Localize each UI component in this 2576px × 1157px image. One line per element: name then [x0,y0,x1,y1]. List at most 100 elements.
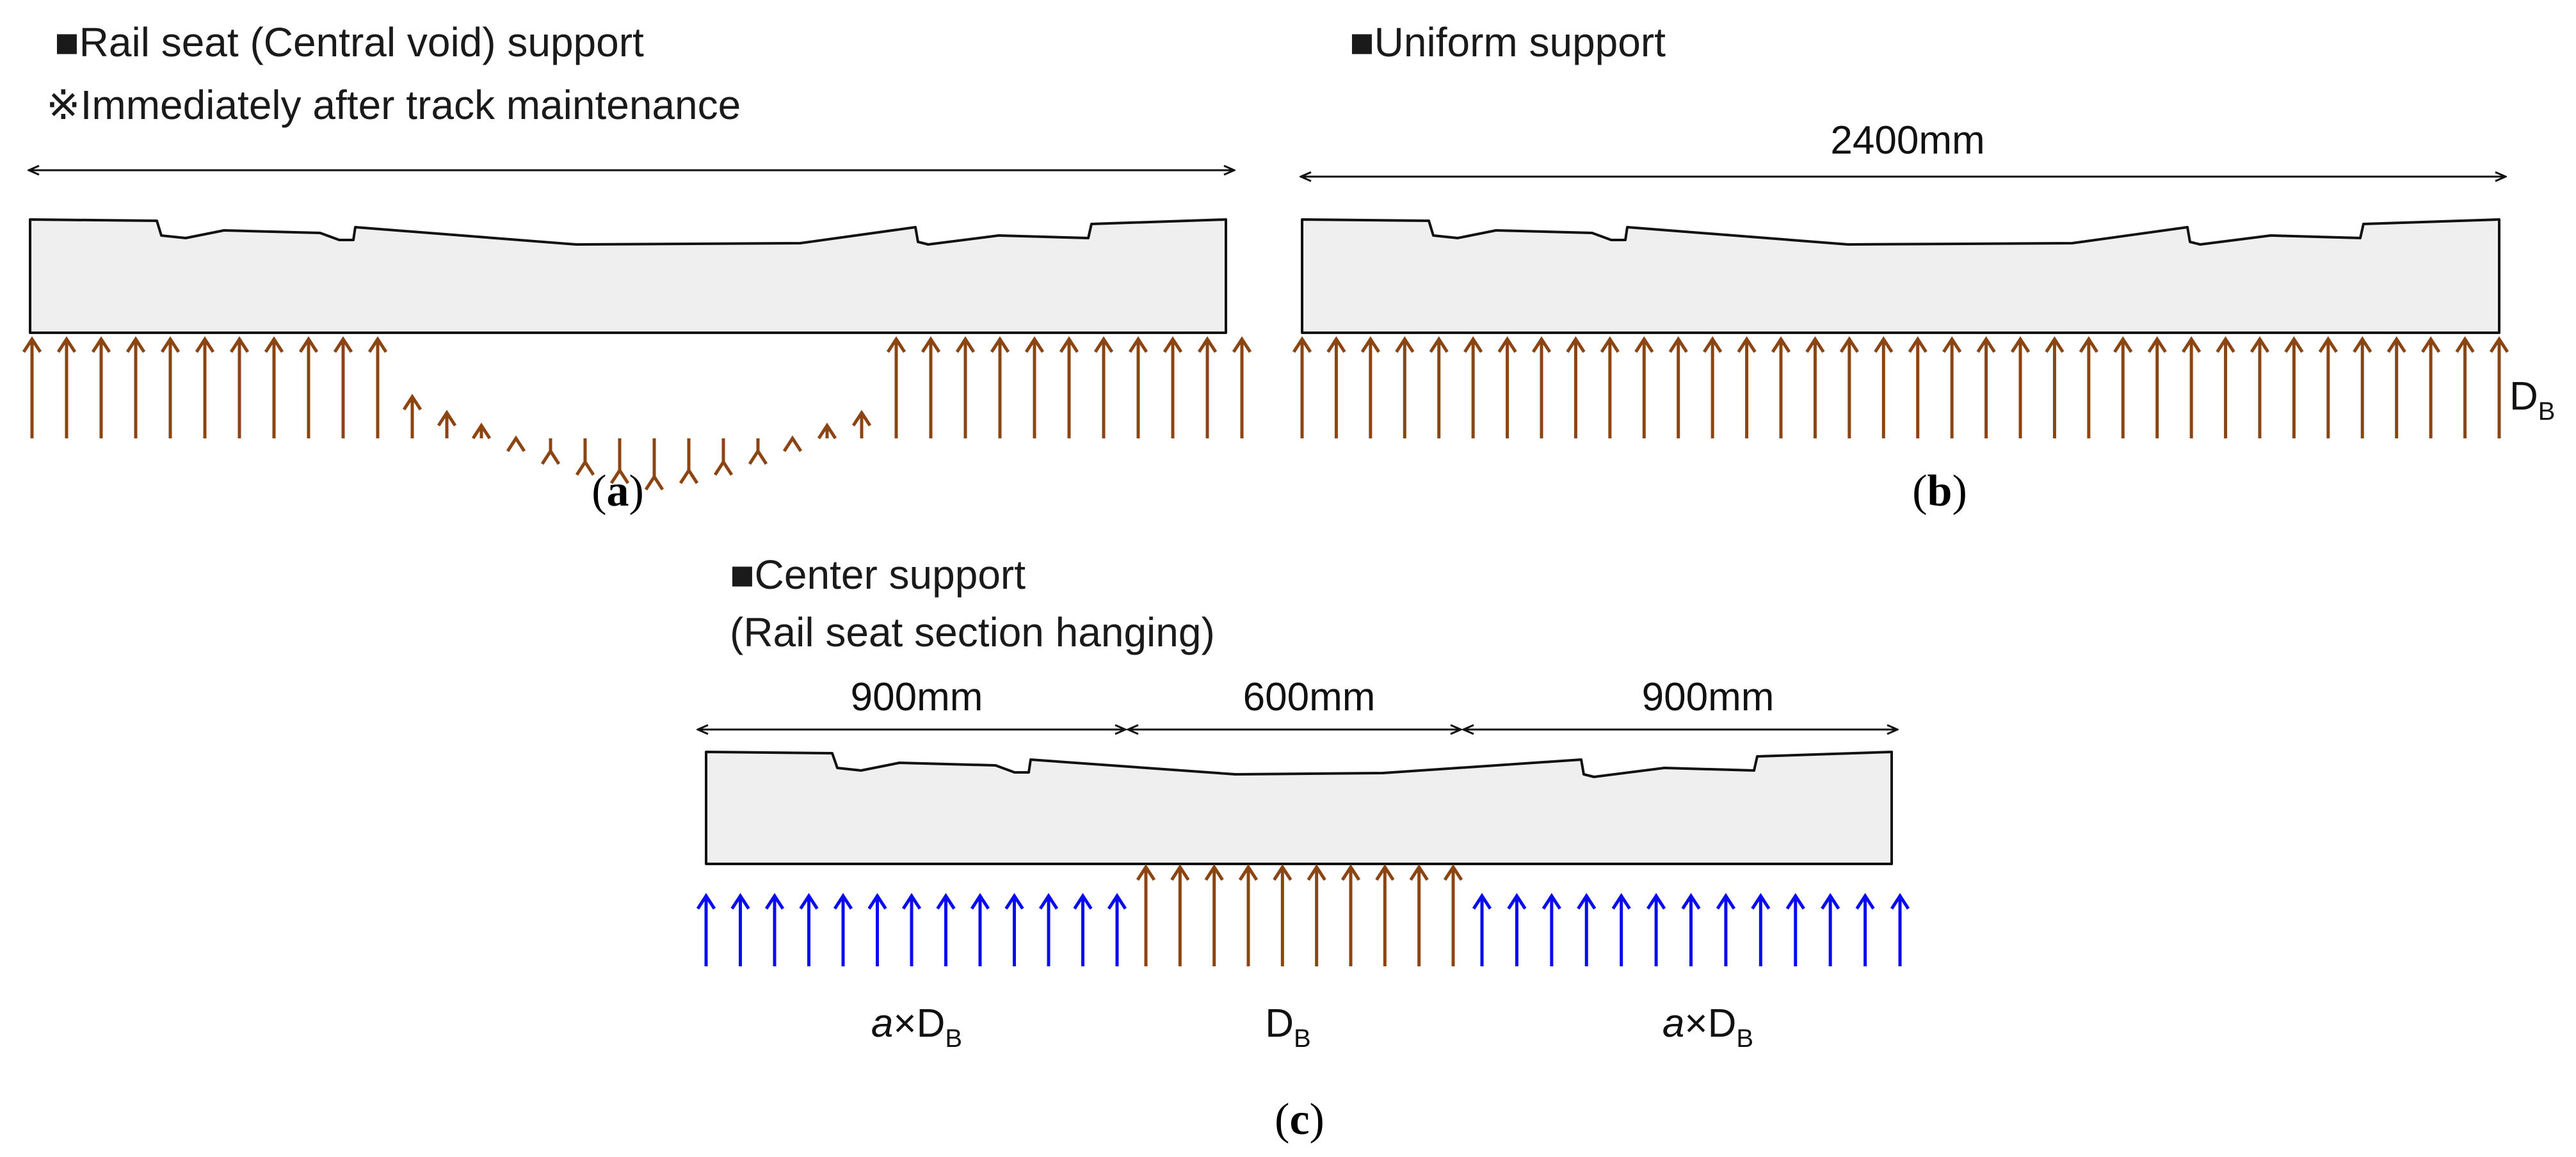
support-arrow [2147,336,2167,438]
reduced-support-arrow [1107,893,1127,966]
support-arrow [437,410,457,438]
panel-b: ■Uniform support 2400mm DB (b) [1292,19,2555,516]
support-arrow [367,336,388,438]
support-arrow [609,438,630,484]
reduced-support-arrow [1890,893,1910,966]
reduced-support-arrow [799,893,819,966]
support-arrow [1874,336,1894,438]
support-arrow [990,336,1010,438]
panel-c-dim-center-text: 600mm [1243,675,1376,719]
support-arrow [1600,336,1620,438]
support-arrow [575,438,595,476]
reduced-support-arrow [833,893,853,966]
support-arrow [1360,336,1380,438]
support-arrow [195,336,215,438]
support-arrow [1463,336,1483,438]
support-arrow [1059,336,1079,438]
support-arrow [1273,864,1292,966]
panel-c-label-left-factor: a [871,1001,893,1046]
reduced-support-arrow [1855,893,1875,966]
support-arrow [955,336,976,438]
panel-c-caption-close: ) [1310,1095,1324,1144]
reduced-support-arrow [764,893,785,966]
support-arrow [1136,864,1156,966]
support-arrow [713,438,734,476]
support-arrow [1292,336,1312,438]
support-arrow [1566,336,1586,438]
panel-b-caption: (b) [1912,467,1967,516]
reduced-support-arrow [1542,893,1561,966]
support-arrow [2489,336,2509,438]
support-arrow [540,438,561,465]
reduced-support-arrow [1507,893,1527,966]
reduced-support-arrow [1716,893,1736,966]
support-arrow [1805,336,1825,438]
reduced-support-arrow [1577,893,1597,966]
support-arrow [229,336,250,438]
panel-a: ■Rail seat (Central void) support ※Immed… [22,19,1252,516]
support-arrow [2216,336,2235,438]
support-arrow [22,336,42,438]
support-arrow [1737,336,1757,438]
panel-c-dim-right-text: 900mm [1642,675,1775,719]
support-arrow [1197,336,1218,438]
panel-b-load-label: DB [2509,374,2555,426]
support-arrow [1443,864,1463,966]
reduced-support-arrow [730,893,750,966]
panel-a-note: ※Immediately after track maintenance [46,82,741,128]
support-arrow [1634,336,1654,438]
reduced-support-arrow [1821,893,1840,966]
panel-b-dimension-text: 2400mm [1830,118,1984,163]
support-arrow [2010,336,2031,438]
support-arrow [2387,336,2406,438]
panel-c-label-right-D: D [1708,1001,1737,1046]
panel-c-sleeper [705,751,1893,865]
panel-b-load-sub: B [2538,397,2556,426]
support-arrow [1163,336,1183,438]
support-arrow [886,336,906,438]
support-arrow [1170,864,1190,966]
panel-c-label-center-D: D [1265,1001,1294,1046]
support-arrow [402,394,423,438]
reduced-support-arrow [970,893,990,966]
support-arrow [2421,336,2441,438]
support-arrow [851,410,872,438]
panel-c-subheading: (Rail seat section hanging) [730,609,1215,655]
support-arrow [2284,336,2304,438]
support-arrow [56,336,77,438]
support-arrow [1375,864,1395,966]
support-arrow [1976,336,1996,438]
reduced-support-arrow [1646,893,1666,966]
reduced-support-arrow [936,893,956,966]
panel-c-label-right: a×DB [1662,1001,1753,1053]
reduced-support-arrow [901,893,922,966]
support-arrow [2113,336,2133,438]
panel-c-caption-letter: c [1289,1095,1309,1144]
support-arrow [1340,864,1361,966]
reduced-support-arrow [1472,893,1492,966]
reduced-support-arrow [867,893,887,966]
panel-a-heading: ■Rail seat (Central void) support [54,19,644,65]
support-arrow [1771,336,1791,438]
support-arrow [125,336,146,438]
support-arrow [1024,336,1045,438]
panel-c-label-center: DB [1265,1001,1310,1053]
support-arrow [264,336,284,438]
panel-a-caption: (a) [592,467,644,516]
support-arrow [1232,336,1252,438]
panel-c-label-center-sub: B [1294,1025,1311,1053]
panel-a-caption-letter: a [607,467,629,516]
panel-c-label-left-D: D [917,1001,946,1046]
support-arrow [2318,336,2338,438]
support-arrow [506,435,526,452]
panel-c: ■Center support (Rail seat section hangi… [696,552,1910,1144]
reduced-support-arrow [1751,893,1771,966]
panel-c-support-arrows [696,864,1910,966]
panel-c-label-left: a×DB [871,1001,962,1053]
support-arrow [1204,864,1224,966]
support-arrow [921,336,941,438]
support-arrow [644,438,664,491]
panel-c-heading: ■Center support [730,552,1026,598]
